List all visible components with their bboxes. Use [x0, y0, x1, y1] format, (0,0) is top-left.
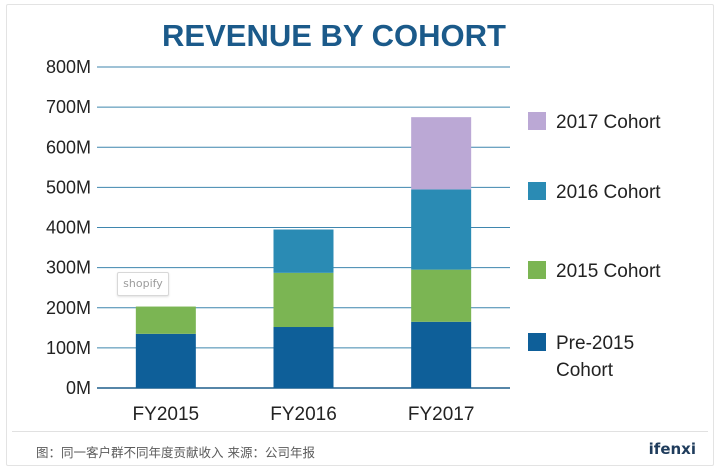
y-tick-label: 0M	[66, 378, 91, 398]
chart-frame	[6, 4, 714, 466]
legend-swatch-2017-cohort	[528, 112, 546, 130]
y-tick-label: 100M	[46, 338, 91, 358]
y-axis-ticks: 0M 100M 200M 300M 400M 500M 600M 700M 800M	[46, 57, 91, 398]
bar-fy2017-2017-cohort	[411, 117, 472, 190]
y-tick-label: 200M	[46, 298, 91, 318]
legend-label-pre-2015-cohort: Pre-2015	[556, 333, 634, 354]
y-tick-label: 800M	[46, 57, 91, 77]
bar-fy2015-2015-cohort	[135, 306, 196, 334]
bar-fy2017-pre-2015-cohort	[411, 321, 472, 388]
legend-swatch-2016-cohort	[528, 182, 546, 200]
y-tick-label: 400M	[46, 218, 91, 238]
chart-title: REVENUE BY COHORT	[162, 18, 506, 53]
legend-label-pre-2015-cohort: Cohort	[556, 360, 614, 381]
legend: 2017 Cohort 2016 Cohort 2015 Cohort Pre-201…	[528, 112, 661, 381]
bar-fy2015-pre-2015-cohort	[135, 333, 196, 388]
bar-fy2017-2016-cohort	[411, 189, 472, 270]
ifenxi-logo: ifenxi	[648, 440, 696, 458]
x-axis-ticks: FY2015 FY2016 FY2017	[133, 404, 475, 425]
shopify-watermark: shopify	[117, 272, 169, 296]
bar-fy2016-2015-cohort	[273, 272, 334, 328]
bar-fy2016-2016-cohort	[273, 229, 334, 273]
legend-swatch-2015-cohort	[528, 261, 546, 279]
revenue-chart: REVENUE BY COHORT 0M 100M 200M 300M 400M 500M…	[46, 18, 661, 425]
source-note: 图：同一客户群不同年度贡献收入 来源：公司年报	[36, 445, 315, 460]
bars	[135, 117, 472, 388]
legend-label-2015-cohort: 2015 Cohort	[556, 261, 661, 282]
x-tick-label: FY2015	[133, 404, 200, 425]
footer-divider	[12, 431, 708, 432]
legend-label-2016-cohort: 2016 Cohort	[556, 182, 661, 203]
y-tick-label: 500M	[46, 177, 91, 197]
y-tick-label: 700M	[46, 97, 91, 117]
x-tick-label: FY2016	[270, 404, 337, 425]
y-tick-label: 300M	[46, 258, 91, 278]
legend-swatch-pre-2015-cohort	[528, 333, 546, 351]
bar-fy2016-pre-2015-cohort	[273, 327, 334, 388]
x-tick-label: FY2017	[408, 404, 475, 425]
y-tick-label: 600M	[46, 137, 91, 157]
bar-fy2017-2015-cohort	[411, 269, 472, 322]
legend-label-2017-cohort: 2017 Cohort	[556, 112, 661, 133]
